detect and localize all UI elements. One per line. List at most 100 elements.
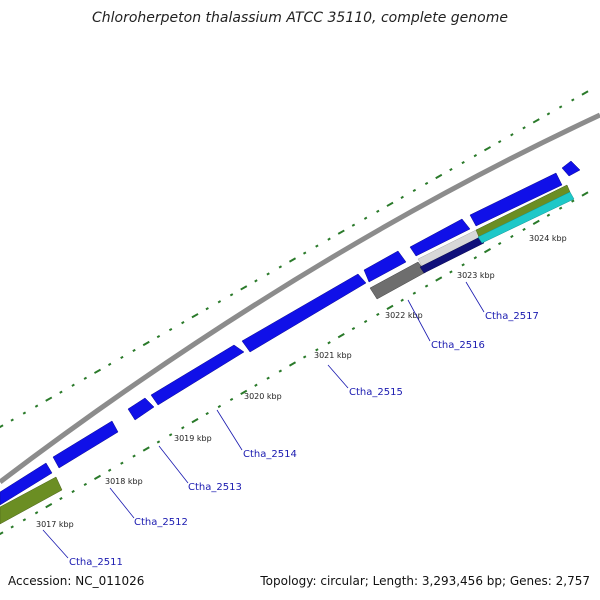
tick-label: 3020 kbp: [244, 392, 282, 401]
track-tick: [83, 482, 88, 486]
track-tick: [581, 90, 589, 96]
cds-feature[interactable]: [0, 462, 53, 506]
track-tick: [0, 424, 4, 429]
track-tick: [229, 293, 234, 297]
track-tick: [71, 489, 75, 494]
track-tick: [412, 291, 417, 295]
map-title: Chloroherpeton thalassium ATCC 35110, co…: [92, 10, 508, 26]
tick-label: 3019 kbp: [174, 434, 212, 443]
track-tick: [71, 383, 75, 387]
gene-label[interactable]: Ctha_2515: [349, 387, 403, 398]
track-tick: [337, 229, 345, 235]
track-tick: [288, 361, 297, 367]
track-tick: [217, 300, 222, 304]
track-tick: [558, 206, 563, 210]
track-tick: [34, 404, 39, 408]
track-tick: [386, 201, 394, 207]
tick-labels: 3017 kbp 3018 kbp 3019 kbp 3020 kbp 3021…: [36, 234, 567, 529]
track-tick: [510, 133, 514, 137]
cds-feature[interactable]: [363, 250, 407, 283]
track-tick: [10, 525, 14, 529]
outer-dotted-track: [0, 90, 589, 429]
track-tick: [510, 234, 514, 239]
track-tick: [205, 307, 209, 311]
track-tick: [266, 272, 270, 276]
cds-feature[interactable]: [127, 397, 155, 421]
track-tick: [400, 298, 404, 302]
track-tick: [461, 263, 465, 267]
cds-feature[interactable]: [469, 172, 563, 227]
track-tick: [581, 191, 589, 197]
tick-label: 3018 kbp: [105, 477, 143, 486]
track-tick: [181, 426, 185, 430]
tick-label: 3021 kbp: [314, 351, 352, 360]
cds-feature[interactable]: [52, 420, 119, 469]
cds-feature[interactable]: [150, 344, 245, 406]
inner-dotted-track: [0, 191, 589, 536]
track-tick: [532, 118, 540, 124]
track-tick: [107, 362, 112, 366]
track-tick: [132, 348, 136, 353]
track-tick: [45, 503, 53, 509]
track-tick: [142, 340, 150, 347]
track-tick: [302, 251, 307, 255]
track-tick: [59, 390, 63, 394]
track-tick: [546, 112, 551, 116]
gene-label[interactable]: Ctha_2511: [69, 557, 123, 568]
gene-label[interactable]: Ctha_2516: [431, 340, 485, 351]
track-tick: [327, 237, 331, 241]
track-tick: [156, 334, 161, 339]
track-tick: [156, 440, 161, 444]
track-tick: [45, 396, 53, 402]
gene-label[interactable]: Ctha_2514: [243, 449, 297, 460]
track-tick: [278, 369, 283, 373]
cds-feature[interactable]: [561, 160, 581, 177]
cds-feature[interactable]: [241, 273, 367, 353]
track-tick: [191, 418, 199, 424]
track-tick: [93, 368, 102, 374]
track-tick: [22, 411, 27, 415]
track-tick: [93, 474, 102, 480]
gene-label[interactable]: Ctha_2513: [188, 482, 242, 493]
track-tick: [315, 348, 319, 352]
track-tick: [461, 161, 465, 165]
track-tick: [546, 213, 551, 217]
track-tick: [240, 389, 248, 395]
track-tick: [181, 321, 185, 325]
cds-feature[interactable]: [409, 218, 471, 257]
gene-label[interactable]: Ctha_2512: [134, 517, 188, 528]
track-tick: [34, 511, 39, 515]
track-tick: [473, 154, 478, 158]
tick-label: 3023 kbp: [457, 271, 495, 280]
track-tick: [497, 242, 502, 246]
track-tick: [191, 313, 199, 319]
track-tick: [278, 265, 283, 269]
gene-label[interactable]: Ctha_2517: [485, 311, 539, 322]
track-tick: [0, 531, 4, 536]
track-tick: [376, 312, 380, 316]
track-tick: [363, 319, 368, 324]
track-tick: [386, 304, 394, 310]
olive-feature-left[interactable]: [0, 476, 63, 525]
track-tick: [497, 140, 502, 144]
track-tick: [483, 248, 492, 254]
tick-label: 3024 kbp: [529, 234, 567, 243]
cyan-feature[interactable]: [477, 191, 575, 244]
track-tick: [142, 446, 150, 452]
navy-feature[interactable]: [419, 236, 485, 274]
track-tick: [435, 276, 443, 282]
track-tick: [412, 188, 417, 192]
track-tick: [449, 167, 453, 172]
track-tick: [483, 146, 492, 152]
track-tick: [532, 219, 540, 225]
track-tick: [22, 518, 27, 522]
track-tick: [473, 256, 478, 260]
track-tick: [132, 454, 136, 458]
track-tick: [363, 216, 368, 220]
track-tick: [315, 244, 319, 248]
genome-summary-text: Topology: circular; Length: 3,293,456 bp…: [260, 574, 590, 588]
track-tick: [120, 355, 124, 359]
track-tick: [266, 376, 270, 380]
track-tick: [558, 105, 563, 109]
